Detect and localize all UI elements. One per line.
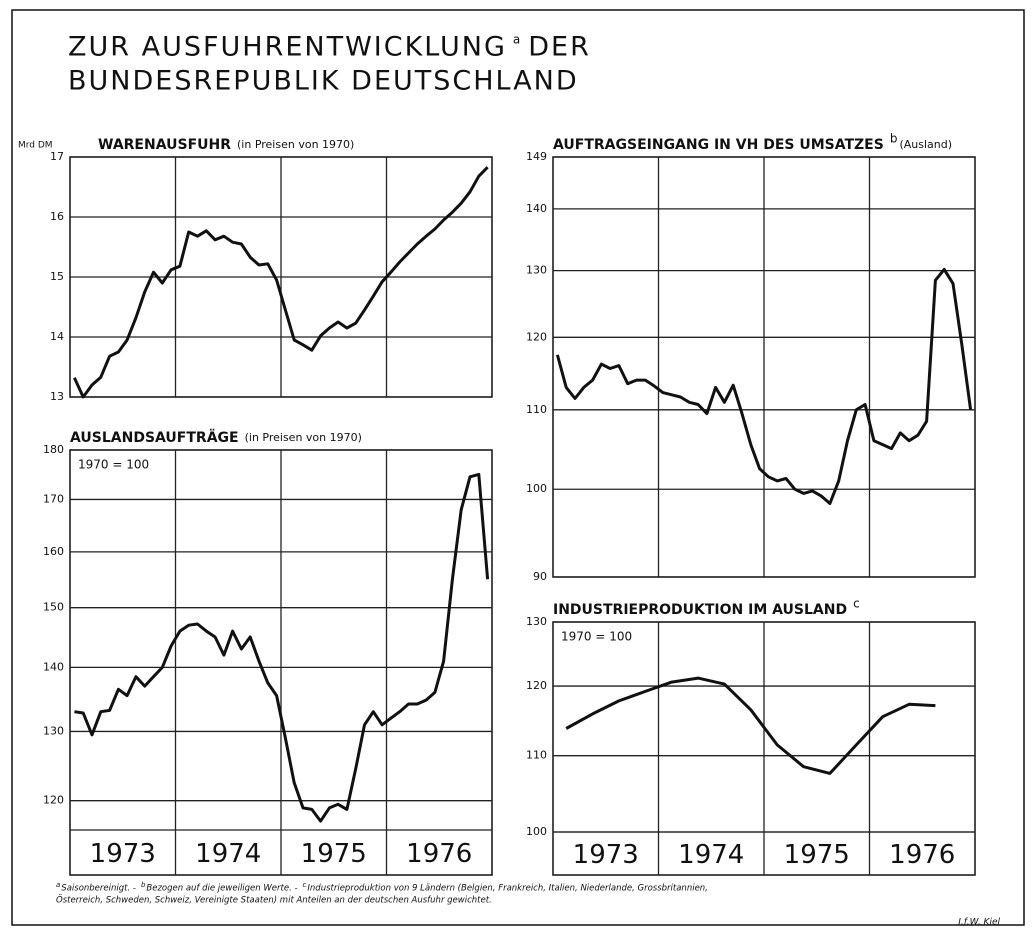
y-tick-label: 120 xyxy=(526,330,547,343)
unit-label: Mrd DM xyxy=(18,141,53,151)
y-tick-label: 15 xyxy=(50,270,64,283)
y-tick-label: 110 xyxy=(526,403,547,416)
y-tick-label: 180 xyxy=(43,443,64,456)
y-tick-label: 13 xyxy=(50,390,64,403)
y-tick-label: 140 xyxy=(43,660,64,673)
title-mark: c xyxy=(853,597,860,611)
year-label: 1973 xyxy=(90,839,156,869)
source: I.f.W. Kiel xyxy=(958,918,1000,928)
year-label: 1975 xyxy=(784,840,850,870)
footnote-mark: a xyxy=(56,881,60,889)
footnote: Saisonbereinigt. - xyxy=(61,884,136,894)
chart-subtitle: (in Preisen von 1970) xyxy=(237,138,354,151)
year-label: 1976 xyxy=(406,839,472,869)
footnote-mark: b xyxy=(141,881,146,889)
footnote: Österreich, Schweden, Schweiz, Vereinigt… xyxy=(56,895,492,906)
chart-title: AUSLANDSAUFTRÄGE xyxy=(70,429,239,446)
y-tick-label: 170 xyxy=(43,492,64,505)
base-note: 1970 = 100 xyxy=(561,630,632,644)
y-tick-label: 17 xyxy=(50,150,64,163)
y-tick-label: 90 xyxy=(533,570,547,583)
y-tick-label: 149 xyxy=(526,150,547,163)
year-label: 1976 xyxy=(889,840,955,870)
y-tick-label: 100 xyxy=(526,825,547,838)
footnote-mark: c xyxy=(303,881,307,889)
y-tick-label: 110 xyxy=(526,749,547,762)
frame xyxy=(11,9,1025,926)
base-note: 1970 = 100 xyxy=(78,458,149,472)
year-label: 1975 xyxy=(301,839,367,869)
title-mark: a xyxy=(513,33,520,47)
y-tick-label: 140 xyxy=(526,202,547,215)
title: BUNDESREPUBLIK DEUTSCHLAND xyxy=(68,66,579,97)
chart-subtitle: (in Preisen von 1970) xyxy=(245,431,362,444)
chart-title: INDUSTRIEPRODUKTION IM AUSLAND xyxy=(553,602,847,618)
chart-title: AUFTRAGSEINGANG IN VH DES UMSATZES xyxy=(553,137,884,153)
title: ZUR AUSFUHRENTWICKLUNG xyxy=(68,32,507,63)
y-tick-label: 100 xyxy=(526,482,547,495)
chart-subtitle: (Ausland) xyxy=(899,138,952,151)
data-line xyxy=(555,267,973,505)
y-tick-label: 14 xyxy=(50,330,64,343)
y-tick-label: 150 xyxy=(43,601,64,614)
footnote: Industrieproduktion von 9 Ländern (Belgi… xyxy=(307,884,707,894)
year-label: 1974 xyxy=(195,839,261,869)
y-tick-label: 160 xyxy=(43,545,64,558)
title-mark: b xyxy=(890,132,898,146)
y-tick-label: 130 xyxy=(526,615,547,628)
year-label: 1974 xyxy=(678,840,744,870)
y-tick-label: 130 xyxy=(526,264,547,277)
y-tick-label: 130 xyxy=(43,724,64,737)
y-tick-label: 16 xyxy=(50,210,64,223)
title: DER xyxy=(528,32,591,63)
data-line xyxy=(74,472,490,823)
data-line xyxy=(565,676,936,775)
data-line xyxy=(73,166,489,399)
year-label: 1973 xyxy=(573,840,639,870)
footnote: Bezogen auf die jeweiligen Werte. - xyxy=(146,884,297,894)
y-tick-label: 120 xyxy=(526,679,547,692)
y-tick-label: 120 xyxy=(43,794,64,807)
chart-title: WARENAUSFUHR xyxy=(98,137,231,153)
